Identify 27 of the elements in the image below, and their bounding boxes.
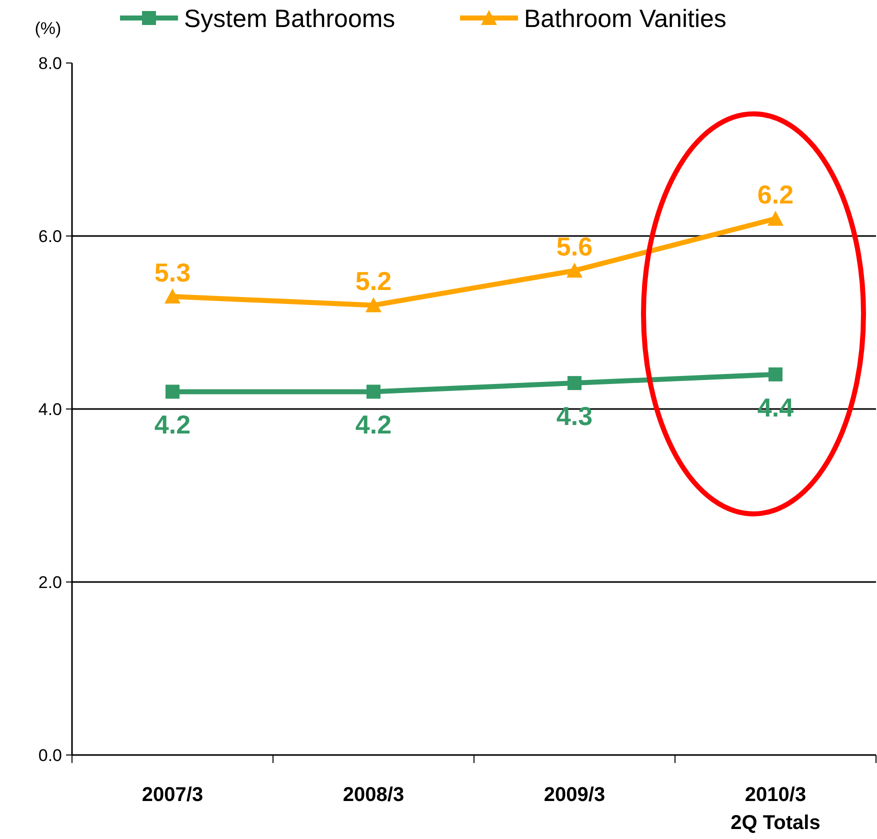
point xyxy=(568,376,582,390)
data-label: 5.6 xyxy=(556,232,593,262)
data-label: 4.2 xyxy=(154,410,191,440)
data-label: 5.3 xyxy=(154,258,191,288)
point xyxy=(366,297,382,312)
y-tick-label: 0.0 xyxy=(38,746,62,765)
point xyxy=(566,262,582,278)
point xyxy=(166,384,180,399)
point xyxy=(768,210,784,226)
y-tick-label: 6.0 xyxy=(38,227,62,246)
data-label: 5.2 xyxy=(355,266,392,296)
x-tick-label: 2009/3 xyxy=(544,784,606,806)
y-tick-label: 8.0 xyxy=(38,54,62,73)
legend-label: Bathroom Vanities xyxy=(524,5,726,33)
x-tick-label: 2010/3 2Q Totals xyxy=(730,784,820,834)
y-tick-label: 4.0 xyxy=(38,400,62,419)
point xyxy=(366,384,380,399)
y-tick-label: 2.0 xyxy=(38,573,62,592)
data-label: 4.3 xyxy=(556,401,593,432)
x-tick-label: 2008/3 xyxy=(342,784,404,806)
point xyxy=(164,288,180,304)
legend-label: System Bathrooms xyxy=(184,5,396,33)
y-axis-title: (%) xyxy=(34,19,62,38)
data-label: 6.2 xyxy=(757,180,794,210)
x-tick-label: 2007/3 xyxy=(142,784,204,806)
point xyxy=(768,367,782,382)
data-label: 4.2 xyxy=(355,410,392,440)
